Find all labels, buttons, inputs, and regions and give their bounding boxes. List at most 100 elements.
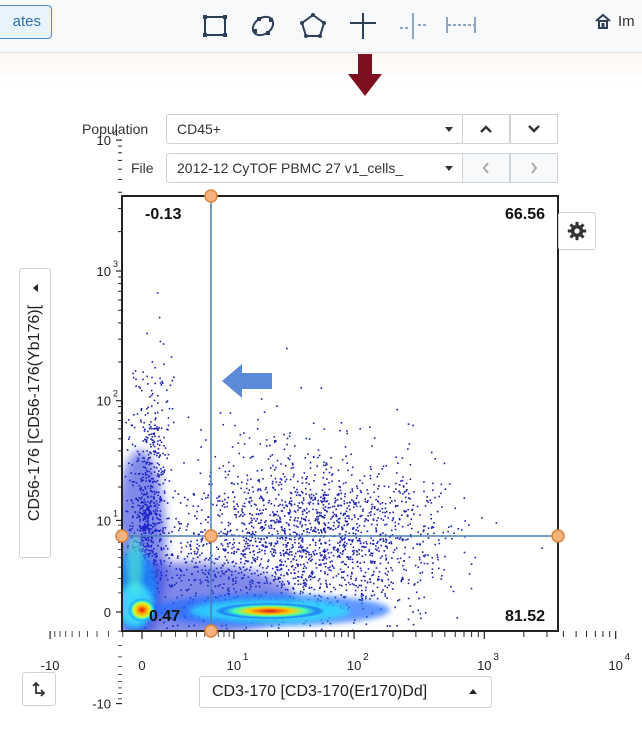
event-dot [333, 567, 335, 569]
event-dot [396, 537, 399, 539]
event-dot [316, 515, 318, 518]
event-dot [153, 450, 156, 453]
event-dot [167, 417, 170, 419]
event-dot [267, 565, 269, 568]
event-dot [197, 548, 199, 551]
event-dot [148, 434, 150, 436]
file-select[interactable]: 2012-12 CyTOF PBMC 27 v1_cells_ [166, 153, 463, 183]
event-dot [339, 552, 342, 554]
event-dot [405, 501, 407, 503]
event-dot [390, 541, 392, 543]
import-button[interactable]: Im [594, 12, 635, 30]
population-down-button[interactable] [510, 114, 558, 144]
gate-handle-right[interactable] [551, 529, 565, 543]
event-dot [196, 551, 199, 553]
event-dot [346, 542, 348, 545]
event-dot [283, 527, 286, 530]
file-prev-button[interactable] [462, 153, 510, 183]
event-dot [253, 533, 256, 536]
event-dot [303, 565, 306, 568]
event-dot [332, 515, 335, 517]
event-dot [375, 527, 377, 530]
event-dot [249, 497, 251, 499]
x-tick-exponent: 4 [625, 652, 631, 663]
quadrant-top-left-value: -0.13 [145, 206, 182, 223]
event-dot [161, 380, 163, 383]
split-quadrant-gate-tool[interactable] [396, 10, 430, 42]
event-dot [327, 506, 330, 509]
event-dot [135, 378, 137, 380]
event-dot [246, 547, 248, 550]
templates-button[interactable]: ates [0, 5, 52, 39]
event-dot [244, 505, 246, 508]
event-dot [155, 427, 158, 430]
swap-axes-button[interactable] [22, 672, 56, 706]
event-dot [337, 542, 339, 544]
event-dot [318, 532, 320, 534]
event-dot [383, 524, 386, 526]
event-dot [359, 428, 361, 430]
event-dot [261, 549, 263, 552]
event-dot [352, 528, 354, 530]
y-tick-label: 10 [97, 394, 111, 409]
event-dot [261, 544, 263, 547]
event-dot [143, 421, 145, 424]
event-dot [323, 483, 325, 486]
quadrant-gate-tool[interactable] [346, 10, 380, 42]
event-dot [385, 539, 388, 542]
event-dot [381, 502, 384, 504]
event-dot [274, 441, 276, 443]
event-dot [361, 597, 363, 599]
event-dot [412, 547, 414, 549]
event-dot [345, 589, 348, 592]
x-axis-channel-select[interactable] [199, 676, 492, 708]
event-dot [325, 582, 327, 585]
event-dot [407, 618, 410, 621]
file-next-button[interactable] [510, 153, 558, 183]
ellipse-gate-tool[interactable] [246, 10, 280, 42]
event-dot [233, 565, 236, 568]
event-dot [196, 547, 198, 549]
event-dot [157, 440, 159, 442]
event-dot [427, 554, 429, 556]
rectangle-gate-tool[interactable] [198, 10, 232, 42]
event-dot [416, 505, 419, 508]
event-dot [291, 554, 293, 556]
event-dot [342, 513, 345, 515]
event-dot [247, 542, 249, 545]
plot-settings-button[interactable] [558, 212, 596, 250]
gate-handle-top[interactable] [204, 189, 218, 203]
event-dot [256, 569, 259, 572]
event-dot [324, 464, 327, 467]
event-dot [398, 484, 401, 486]
event-dot [150, 421, 152, 423]
event-dot [150, 433, 152, 435]
event-dot [255, 513, 258, 516]
event-dot [200, 531, 202, 533]
event-dot [220, 543, 223, 545]
event-dot [160, 384, 163, 386]
event-dot [432, 482, 434, 485]
event-dot [198, 561, 201, 563]
gate-handle-bottom[interactable] [204, 624, 218, 638]
polygon-gate-tool[interactable] [296, 10, 330, 42]
population-select[interactable]: CD45+ [166, 114, 463, 144]
event-dot [312, 422, 315, 424]
event-dot [364, 579, 366, 582]
event-dot [410, 518, 413, 520]
event-dot [180, 546, 183, 549]
event-dot [248, 437, 251, 439]
population-up-button[interactable] [462, 114, 510, 144]
gate-handle-center[interactable] [204, 529, 218, 543]
event-dot [161, 409, 163, 412]
range-gate-tool[interactable] [444, 10, 478, 42]
gate-handle-left[interactable] [115, 529, 129, 543]
event-dot [288, 528, 291, 531]
event-dot [254, 560, 257, 563]
event-dot [207, 559, 210, 561]
event-dot [183, 558, 186, 560]
event-dot [276, 537, 279, 539]
y-axis-channel-select[interactable] [19, 268, 51, 558]
event-dot [224, 539, 226, 541]
